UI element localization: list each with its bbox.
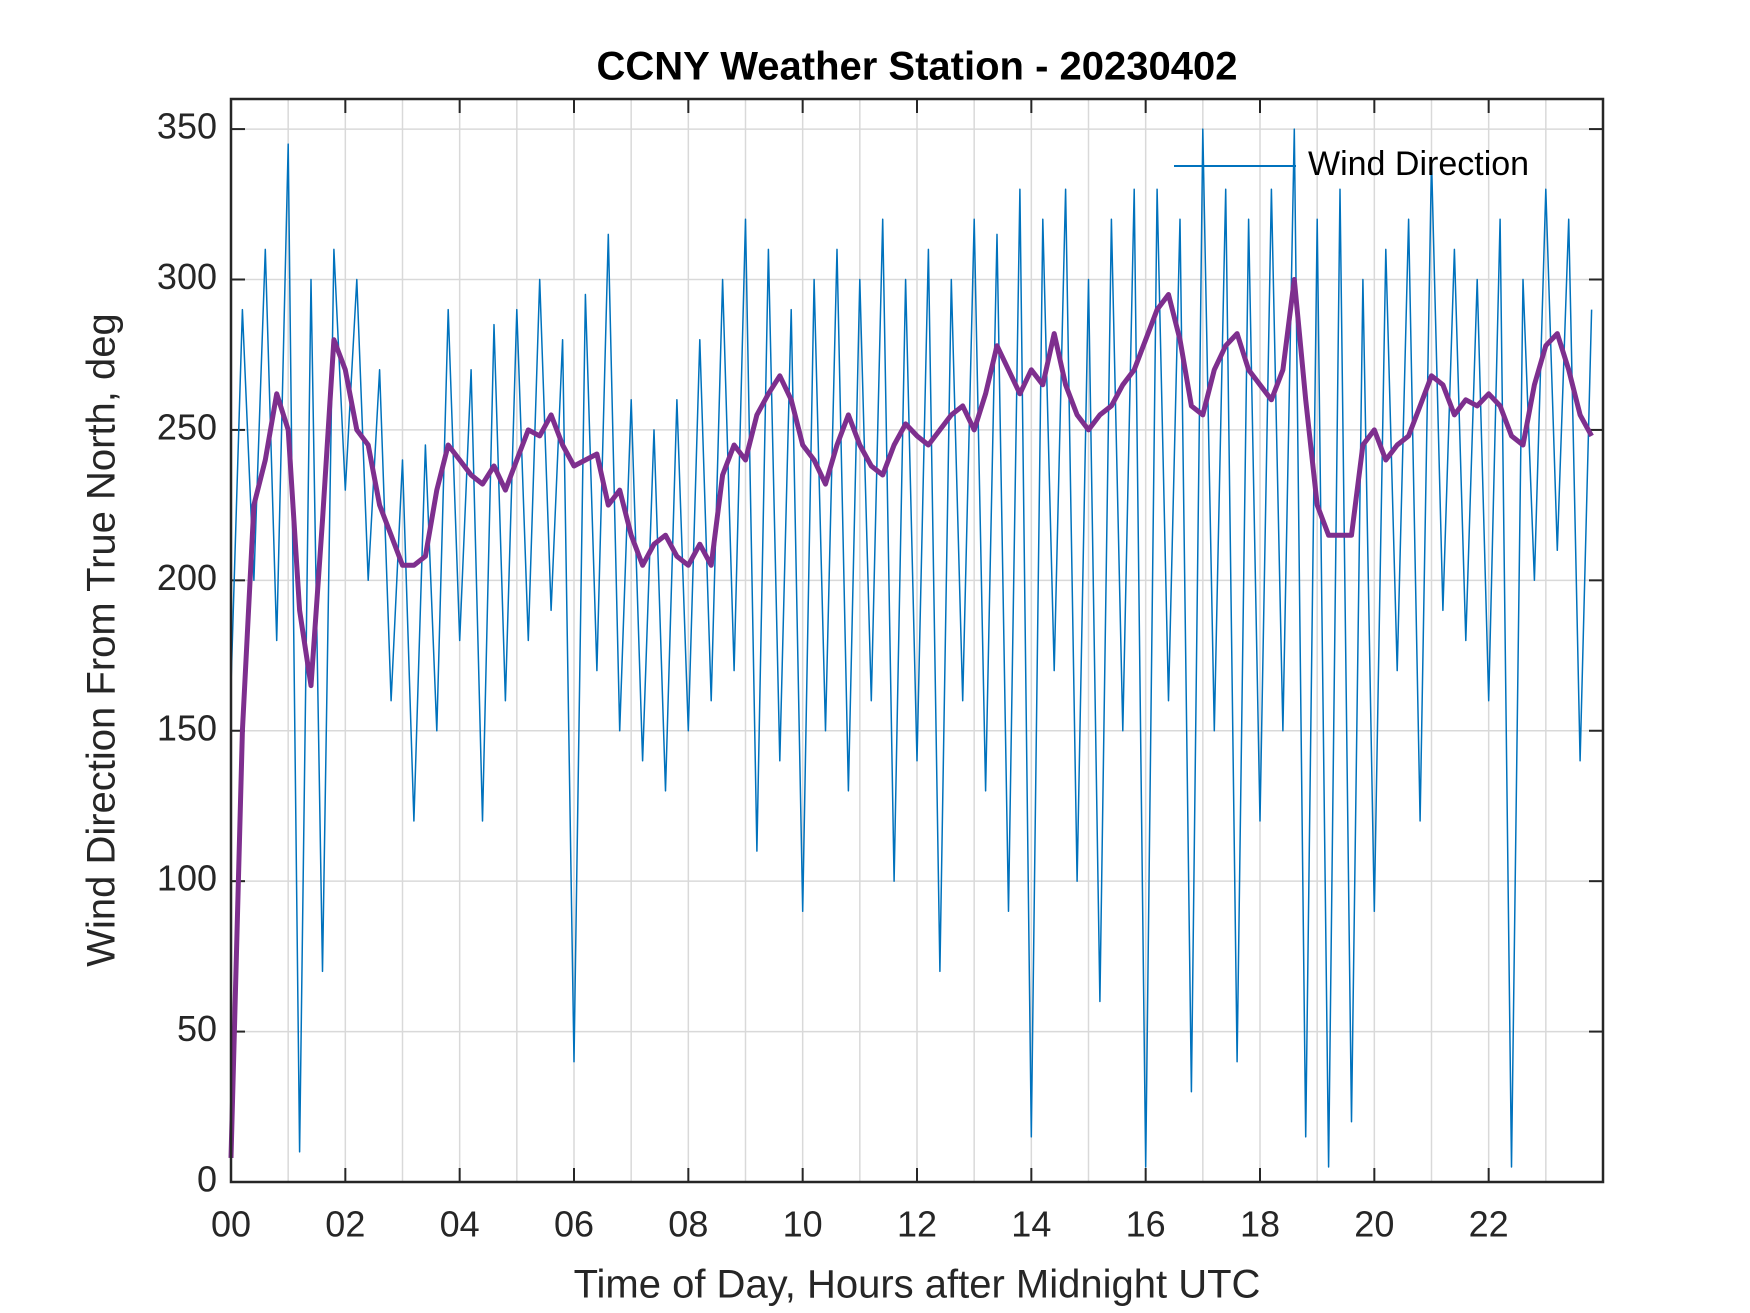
x-axis-label: Time of Day, Hours after Midnight UTC	[574, 1263, 1261, 1307]
chart-title: CCNY Weather Station - 20230402	[597, 45, 1238, 89]
x-tick-label: 04	[440, 1204, 480, 1245]
y-tick-label: 0	[197, 1159, 217, 1200]
y-tick-label: 300	[157, 256, 217, 297]
data-line	[228, 277, 1594, 1158]
x-tick-label: 18	[1240, 1204, 1280, 1245]
x-tick-label: 22	[1469, 1204, 1509, 1245]
data-line	[230, 128, 1593, 1168]
x-tick-label: 20	[1354, 1204, 1394, 1245]
y-tick-label: 100	[157, 858, 217, 899]
y-axis-label: Wind Direction From True North, deg	[80, 313, 124, 967]
x-tick-label: 12	[897, 1204, 937, 1245]
y-tick-label: 50	[177, 1008, 217, 1049]
y-tick-label: 150	[157, 707, 217, 748]
x-tick-label: 02	[325, 1204, 365, 1245]
x-tick-label: 06	[554, 1204, 594, 1245]
y-tick-label: 200	[157, 557, 217, 598]
x-tick-label: 14	[1011, 1204, 1051, 1245]
plot-frame	[229, 97, 1605, 1184]
y-tick-label: 250	[157, 406, 217, 447]
x-tick-label: 10	[783, 1204, 823, 1245]
x-tick-label: 16	[1126, 1204, 1166, 1245]
x-tick-label: 00	[211, 1204, 251, 1245]
y-tick-label: 350	[157, 106, 217, 147]
x-tick-label: 08	[668, 1204, 708, 1245]
legend-label: Wind Direction	[1308, 145, 1529, 183]
